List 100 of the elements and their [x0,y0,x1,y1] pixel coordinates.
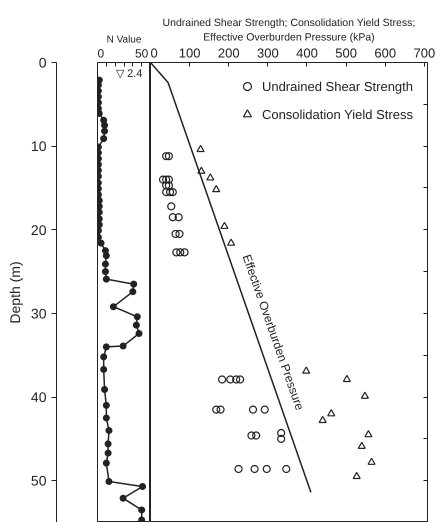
point [129,288,136,296]
x-axis-title: N Value [106,34,142,46]
point [174,213,183,222]
point [171,230,180,238]
point [180,248,189,256]
point [260,406,269,414]
point [102,460,110,467]
point [101,386,108,394]
point [262,464,271,474]
x-tick-label: 600 [374,46,396,60]
point [277,434,286,443]
point [120,494,127,502]
x-axis-title: Undrained Shear Strength; Consolidation Yield Stress; Effective Overburden Pressure (kPa) [162,17,416,44]
point [120,342,127,350]
point [100,135,108,142]
point [234,464,243,474]
point [102,252,110,260]
x-tick-label: 100 [178,46,200,60]
point [206,173,214,181]
point [102,276,110,283]
point [138,516,146,522]
point [226,375,234,384]
y-tick-label: 20 [30,222,47,238]
y-tick-label: 40 [30,389,47,406]
point [110,303,117,310]
point [162,176,170,184]
legend-label: Consolidation Yield Stress [262,106,413,122]
x-tick-label: 0 [150,46,158,60]
point [164,181,173,190]
point [247,431,256,440]
point [168,213,177,222]
y-tick-label: 30 [30,305,47,322]
point [216,406,225,414]
point [139,483,146,490]
point [105,427,112,434]
point [101,128,108,135]
point [197,166,206,174]
point [360,392,369,399]
y-axis-title: Depth (m) [6,261,23,324]
legend-label: Undrained Shear Strength [262,78,413,94]
point [158,176,168,184]
point [248,406,258,414]
point [358,442,366,450]
point [100,366,108,373]
point [101,122,108,129]
point [102,268,109,276]
point [282,464,290,474]
point [236,375,244,384]
point [252,431,260,440]
x-tick-label: 200 [218,46,240,60]
point [302,366,310,374]
point [342,374,352,382]
point [136,330,143,337]
point [162,152,170,160]
point [226,238,236,246]
x-tick-label: 300 [257,46,279,60]
point [102,260,109,268]
annotation: ▽ 2.4 [116,68,142,80]
point [172,248,180,256]
point [318,416,327,424]
point [138,506,146,514]
point [134,313,141,320]
point [196,144,205,152]
point [212,406,220,414]
x-tick-label: 500 [335,46,357,60]
y-tick-label: 50 [30,472,47,489]
point [352,472,361,480]
x-tick-label: 0 [98,46,104,60]
y-tick-label: 10 [30,138,47,154]
point [164,152,173,160]
point [218,375,226,384]
point [102,414,110,422]
point [220,222,229,230]
x-tick-label: 400 [296,46,318,60]
point [167,202,176,210]
point [104,440,112,448]
point [105,478,112,486]
point [367,458,376,465]
point [175,230,184,238]
point [166,188,174,196]
point [250,464,259,474]
point [102,343,110,350]
point [164,176,173,184]
point [162,188,170,196]
point [102,402,110,409]
point [132,322,140,329]
point [100,353,108,360]
x-tick-label: 50 [134,46,149,60]
point [327,409,336,416]
point [162,181,170,190]
point [130,280,138,288]
point [277,428,286,438]
point [232,375,240,384]
point [98,240,105,247]
x-tick-label: 700 [414,46,436,60]
point [364,430,373,438]
point [168,188,177,196]
point [104,450,112,457]
point [176,248,184,256]
point [212,184,220,192]
